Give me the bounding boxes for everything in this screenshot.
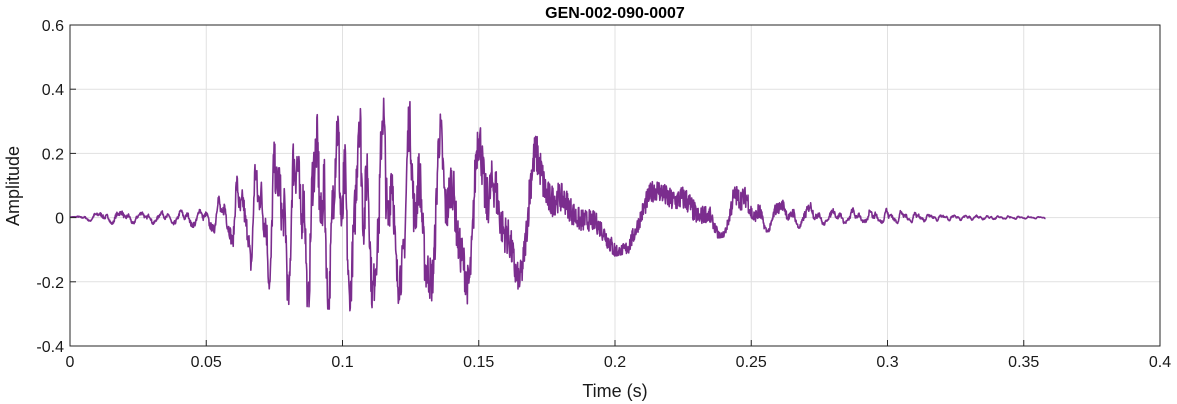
y-tick-label: -0.4 bbox=[36, 339, 64, 356]
x-tick-label: 0.4 bbox=[1149, 354, 1171, 371]
x-axis-label: Time (s) bbox=[582, 381, 647, 401]
y-axis-label: Amplitude bbox=[3, 146, 23, 226]
y-tick-label: -0.2 bbox=[36, 275, 64, 292]
chart-title: GEN-002-090-0007 bbox=[545, 5, 685, 22]
x-tick-label: 0.1 bbox=[331, 354, 353, 371]
y-axis-ticks: -0.4 -0.2 0 0.2 0.4 0.6 bbox=[36, 18, 76, 356]
x-tick-label: 0.25 bbox=[736, 354, 767, 371]
waveform-line bbox=[70, 97, 1046, 312]
x-tick-label: 0.35 bbox=[1008, 354, 1039, 371]
x-tick-label: 0.05 bbox=[191, 354, 222, 371]
y-tick-label: 0.2 bbox=[42, 146, 64, 163]
x-axis-ticks: 0 0.05 0.1 0.15 0.2 0.25 0.3 0.35 0.4 bbox=[66, 340, 1171, 371]
x-tick-label: 0 bbox=[66, 354, 75, 371]
y-tick-label: 0.6 bbox=[42, 18, 64, 35]
x-tick-label: 0.15 bbox=[463, 354, 494, 371]
y-tick-label: 0 bbox=[55, 211, 64, 228]
y-tick-label: 0.4 bbox=[42, 82, 64, 99]
x-tick-label: 0.2 bbox=[604, 354, 626, 371]
x-tick-label: 0.3 bbox=[876, 354, 898, 371]
